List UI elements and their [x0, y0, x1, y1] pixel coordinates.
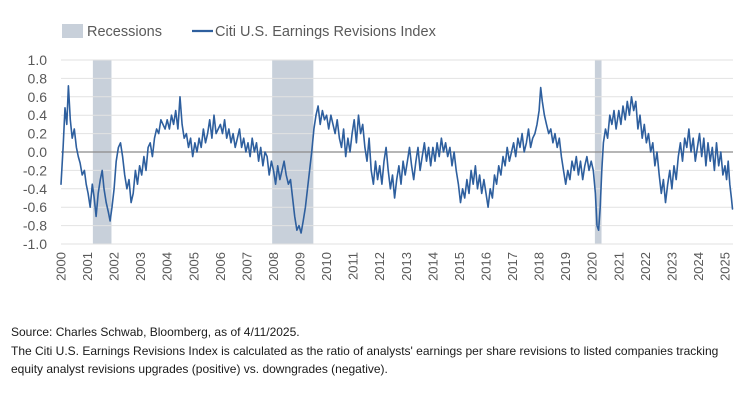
- x-tick-label: 2007: [239, 252, 254, 281]
- y-tick-label: 1.0: [28, 52, 48, 68]
- source-note: Source: Charles Schwab, Bloomberg, as of…: [11, 325, 300, 339]
- legend-recessions-swatch: [62, 24, 83, 38]
- series-line-citi-earnings-revisions: [60, 85, 734, 234]
- x-tick-label: 2019: [558, 252, 573, 281]
- legend-series-label: Citi U.S. Earnings Revisions Index: [215, 24, 437, 40]
- x-tick-label: 2006: [213, 252, 228, 281]
- x-tick-label: 2010: [319, 252, 334, 281]
- y-tick-label: 0.0: [28, 144, 48, 160]
- x-tick-label: 2025: [718, 252, 733, 281]
- y-tick-label: -1.0: [23, 236, 47, 252]
- series-layer: [60, 85, 734, 234]
- x-tick-label: 2012: [372, 252, 387, 281]
- x-tick-label: 2014: [425, 252, 440, 281]
- x-tick-label: 2016: [478, 252, 493, 281]
- y-tick-label: 0.4: [28, 107, 48, 123]
- y-tick-label: 0.8: [28, 70, 48, 86]
- legend: Recessions Citi U.S. Earnings Revisions …: [62, 24, 437, 40]
- x-tick-label: 2002: [107, 252, 122, 281]
- x-tick-label: 2005: [186, 252, 201, 281]
- chart-notes: Source: Charles Schwab, Bloomberg, as of…: [11, 323, 741, 379]
- earnings-revisions-chart: Recessions Citi U.S. Earnings Revisions …: [23, 24, 734, 281]
- x-tick-label: 2008: [266, 252, 281, 281]
- x-tick-label: 2020: [585, 252, 600, 281]
- description-line-2: equity analyst revisions upgrades (posit…: [11, 362, 388, 376]
- y-tick-label: -0.8: [23, 218, 47, 234]
- y-axis-ticks: 1.0 0.8 0.6 0.4 0.2 0.0 -0.2 -0.4 -0.6 -0.8 -1.0: [23, 52, 47, 252]
- y-tick-label: -0.4: [23, 181, 47, 197]
- x-tick-label: 2011: [346, 252, 361, 280]
- y-tick-label: -0.6: [23, 199, 47, 215]
- x-tick-label: 2023: [664, 252, 679, 281]
- y-tick-label: -0.2: [23, 162, 47, 178]
- x-tick-label: 2024: [691, 252, 706, 281]
- y-tick-label: 0.6: [28, 89, 48, 105]
- x-tick-label: 2009: [293, 252, 308, 281]
- x-tick-label: 2017: [505, 252, 520, 281]
- x-tick-label: 2015: [452, 252, 467, 281]
- x-tick-label: 2022: [638, 252, 653, 281]
- x-tick-label: 2004: [160, 252, 175, 281]
- x-tick-label: 2003: [133, 252, 148, 281]
- x-tick-label: 2001: [80, 252, 95, 281]
- x-tick-label: 2000: [54, 252, 69, 281]
- x-tick-label: 2013: [399, 252, 414, 281]
- x-axis-ticks: 2000 2001 2002 2003 2004 2005 2006 2007 2008 2009…: [54, 252, 733, 281]
- x-tick-label: 2018: [532, 252, 547, 281]
- y-tick-label: 0.2: [28, 126, 48, 142]
- x-tick-label: 2021: [611, 252, 626, 281]
- description-line-1: The Citi U.S. Earnings Revisions Index i…: [11, 343, 719, 358]
- legend-recessions-label: Recessions: [87, 24, 162, 40]
- gridlines: [61, 59, 733, 245]
